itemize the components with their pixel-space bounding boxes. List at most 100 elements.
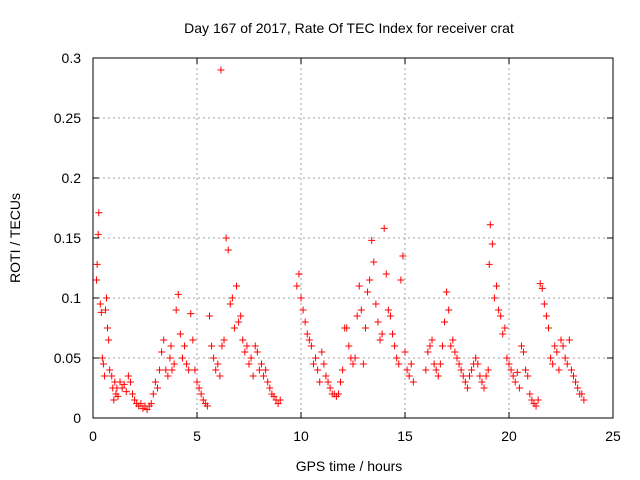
- data-point: [158, 348, 166, 356]
- data-point: [538, 284, 546, 292]
- data-point: [216, 372, 224, 380]
- data-point: [507, 366, 515, 374]
- data-point: [208, 342, 216, 350]
- data-point: [378, 330, 386, 338]
- data-point: [156, 366, 164, 374]
- data-point: [397, 276, 405, 284]
- data-point: [345, 342, 353, 350]
- data-point: [137, 400, 145, 408]
- data-point: [424, 348, 432, 356]
- data-point: [222, 234, 230, 242]
- data-point: [233, 282, 241, 290]
- data-point: [357, 306, 365, 314]
- data-point: [224, 246, 232, 254]
- data-point: [183, 360, 191, 368]
- data-point: [532, 402, 540, 410]
- data-point: [513, 368, 521, 376]
- data-point: [124, 372, 132, 380]
- data-point: [449, 336, 457, 344]
- data-point: [316, 378, 324, 386]
- data-point: [162, 366, 170, 374]
- data-point: [555, 366, 563, 374]
- data-point: [574, 384, 582, 392]
- data-point: [191, 366, 199, 374]
- data-point: [314, 366, 322, 374]
- data-point: [447, 342, 455, 350]
- data-point: [96, 300, 104, 308]
- y-tick-label: 0.2: [62, 170, 82, 186]
- data-point: [220, 336, 228, 344]
- data-point: [245, 360, 253, 368]
- data-point: [270, 392, 278, 400]
- data-point: [536, 280, 544, 288]
- data-point: [274, 400, 282, 408]
- data-point: [228, 294, 236, 302]
- data-point: [253, 348, 261, 356]
- data-point: [101, 306, 109, 314]
- data-point: [131, 396, 139, 404]
- data-point: [505, 360, 513, 368]
- data-point: [189, 336, 197, 344]
- data-point: [176, 330, 184, 338]
- data-point: [405, 372, 413, 380]
- data-point: [164, 372, 172, 380]
- data-point: [366, 276, 374, 284]
- data-point: [382, 270, 390, 278]
- data-point: [185, 366, 193, 374]
- data-point: [526, 390, 534, 398]
- data-point: [443, 288, 451, 296]
- data-point: [303, 330, 311, 338]
- data-point: [122, 388, 130, 396]
- data-point: [108, 372, 116, 380]
- data-point: [580, 396, 588, 404]
- data-point: [318, 348, 326, 356]
- data-point: [174, 290, 182, 298]
- data-point: [104, 324, 112, 332]
- data-point: [114, 392, 122, 400]
- data-point: [276, 396, 284, 404]
- data-point: [459, 372, 467, 380]
- data-point: [126, 378, 134, 386]
- data-point: [472, 354, 480, 362]
- data-point: [478, 378, 486, 386]
- data-point: [100, 372, 108, 380]
- data-point: [212, 366, 220, 374]
- data-point: [309, 360, 317, 368]
- data-point: [118, 384, 126, 392]
- data-point: [522, 366, 530, 374]
- data-point: [488, 240, 496, 248]
- data-point: [106, 366, 114, 374]
- data-point: [384, 306, 392, 314]
- data-point: [120, 380, 128, 388]
- x-tick-label: 5: [193, 428, 201, 444]
- data-point: [349, 360, 357, 368]
- y-tick-label: 0.1: [62, 290, 82, 306]
- data-point: [485, 260, 493, 268]
- data-point: [147, 400, 155, 408]
- data-point: [230, 324, 238, 332]
- data-point: [517, 342, 525, 350]
- data-point: [393, 354, 401, 362]
- data-point: [264, 378, 272, 386]
- data-point: [214, 360, 222, 368]
- data-point: [465, 372, 473, 380]
- data-point: [181, 342, 189, 350]
- data-point: [364, 288, 372, 296]
- data-point: [312, 354, 320, 362]
- data-point: [167, 342, 175, 350]
- data-point: [441, 318, 449, 326]
- data-point: [372, 300, 380, 308]
- data-point: [99, 360, 107, 368]
- data-point: [95, 209, 103, 217]
- data-point: [334, 390, 342, 398]
- y-tick-label: 0.25: [54, 110, 81, 126]
- data-point: [509, 372, 517, 380]
- y-tick-label: 0.05: [54, 350, 81, 366]
- data-point: [436, 360, 444, 368]
- data-point: [93, 260, 101, 268]
- data-point: [493, 282, 501, 290]
- data-point: [534, 396, 542, 404]
- data-point: [235, 318, 243, 326]
- data-point: [98, 354, 106, 362]
- data-point: [217, 66, 225, 74]
